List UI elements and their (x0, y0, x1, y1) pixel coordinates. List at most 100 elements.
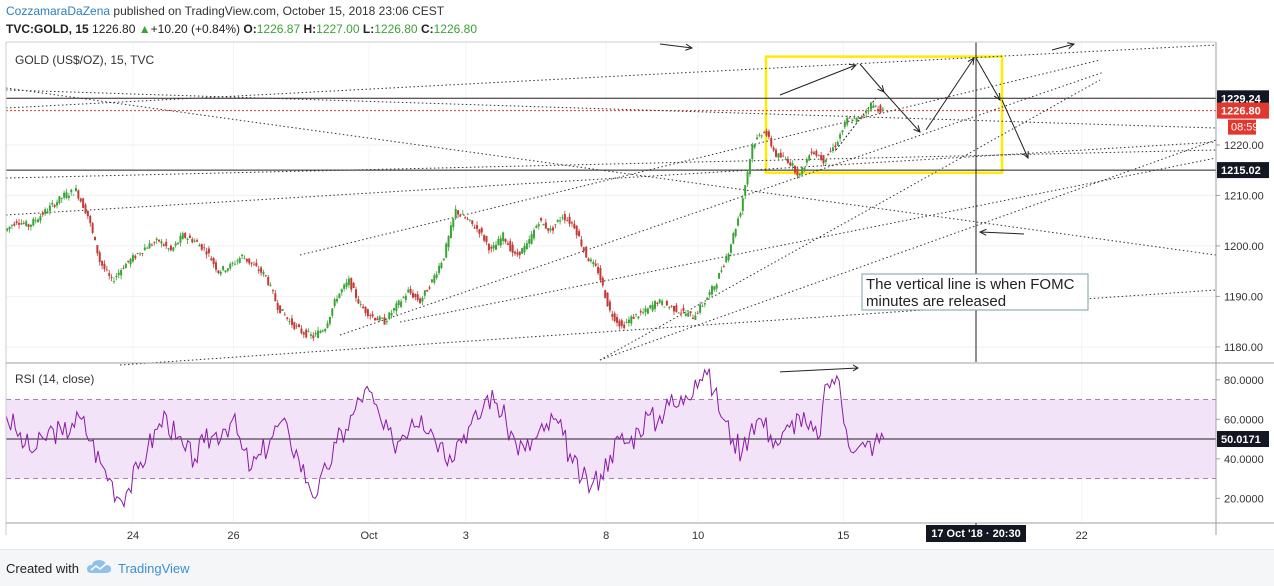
candle (544, 222, 547, 229)
candle (25, 221, 28, 227)
candle (670, 305, 673, 307)
candle (796, 168, 799, 176)
candle (433, 275, 436, 283)
candle (485, 236, 488, 243)
candle (435, 274, 438, 278)
candle (530, 234, 533, 244)
candle (734, 228, 737, 236)
candle (523, 246, 526, 253)
candle (207, 248, 210, 254)
chart-header: CozzamaraDaZena published on TradingView… (0, 0, 1274, 42)
candle (442, 258, 445, 261)
candle (578, 231, 581, 237)
candle (782, 155, 785, 157)
candle (233, 263, 236, 265)
candle (169, 245, 172, 251)
candle (366, 309, 369, 317)
candle (468, 219, 471, 221)
author-link[interactable]: CozzamaraDaZena (6, 4, 111, 18)
projection-arrow (883, 91, 921, 133)
candle (288, 321, 291, 322)
candle (257, 269, 260, 271)
candle (430, 279, 433, 283)
candle (744, 185, 747, 196)
candle (15, 221, 18, 224)
candle (725, 256, 728, 262)
candle (402, 296, 405, 298)
candle (620, 320, 623, 326)
candle (136, 253, 139, 255)
candle (58, 196, 61, 204)
price-divergence-arrow-head (848, 63, 858, 71)
trendline-drawings (5, 42, 1217, 366)
candle (191, 239, 194, 243)
candle (205, 251, 208, 255)
rsi-series (5, 364, 885, 509)
trendline (399, 157, 1217, 323)
candle (336, 298, 339, 302)
candle (699, 304, 702, 313)
candle (300, 328, 303, 334)
candle (445, 243, 448, 258)
rsi-divergence-arrowhead (852, 364, 859, 372)
candle (158, 239, 161, 242)
candle (27, 224, 30, 227)
candle (727, 254, 730, 261)
candle (487, 243, 490, 251)
price-chart[interactable]: 1180.00 1190.00 1200.00 1210.00 1220.00 20.00… (0, 0, 1274, 549)
candle (229, 263, 232, 269)
candle (290, 318, 293, 326)
candle (770, 137, 773, 147)
candle (789, 162, 792, 166)
candle (504, 238, 507, 242)
candle (120, 270, 123, 276)
candle (551, 227, 554, 231)
candle (153, 242, 156, 244)
rsi-pane-grid (6, 399, 1216, 480)
candle (269, 284, 272, 286)
candle (646, 308, 649, 314)
candle (566, 220, 569, 222)
candle (179, 235, 182, 243)
rsi-y-tick-label: 40.0000 (1224, 454, 1264, 466)
x-tick-label: 24 (127, 530, 139, 542)
candle (184, 233, 187, 238)
high-value: 1227.00 (316, 22, 360, 36)
price-divergence-arrow (779, 64, 857, 96)
candle (630, 316, 633, 324)
timer-tag-bg (1228, 119, 1256, 135)
created-with-text: Created with (6, 561, 79, 576)
tradingview-brand-link[interactable]: TradingView (118, 561, 190, 576)
candle (378, 316, 381, 321)
candle (720, 270, 723, 272)
candle (836, 142, 839, 146)
candle (65, 192, 68, 199)
candle (682, 308, 685, 311)
candle (305, 329, 308, 338)
candle (881, 108, 884, 110)
projection-arrow-head (913, 125, 921, 133)
candle (525, 243, 528, 249)
candle (167, 248, 170, 250)
candle (390, 313, 393, 316)
candle (831, 147, 834, 152)
candle (141, 253, 144, 254)
candle (193, 240, 196, 242)
candle (528, 239, 531, 244)
candle (575, 225, 578, 236)
candle (245, 258, 248, 262)
candle (713, 286, 716, 290)
candle (601, 277, 604, 286)
candle (635, 313, 638, 315)
candle (815, 151, 818, 156)
candle (34, 220, 37, 222)
candle (210, 258, 213, 261)
candle (129, 258, 132, 265)
candle (791, 163, 794, 166)
candle (238, 258, 241, 263)
candle (848, 117, 851, 119)
candle (172, 247, 175, 251)
x-tick-label: 26 (227, 530, 239, 542)
candle (587, 258, 590, 262)
candle (350, 277, 353, 290)
